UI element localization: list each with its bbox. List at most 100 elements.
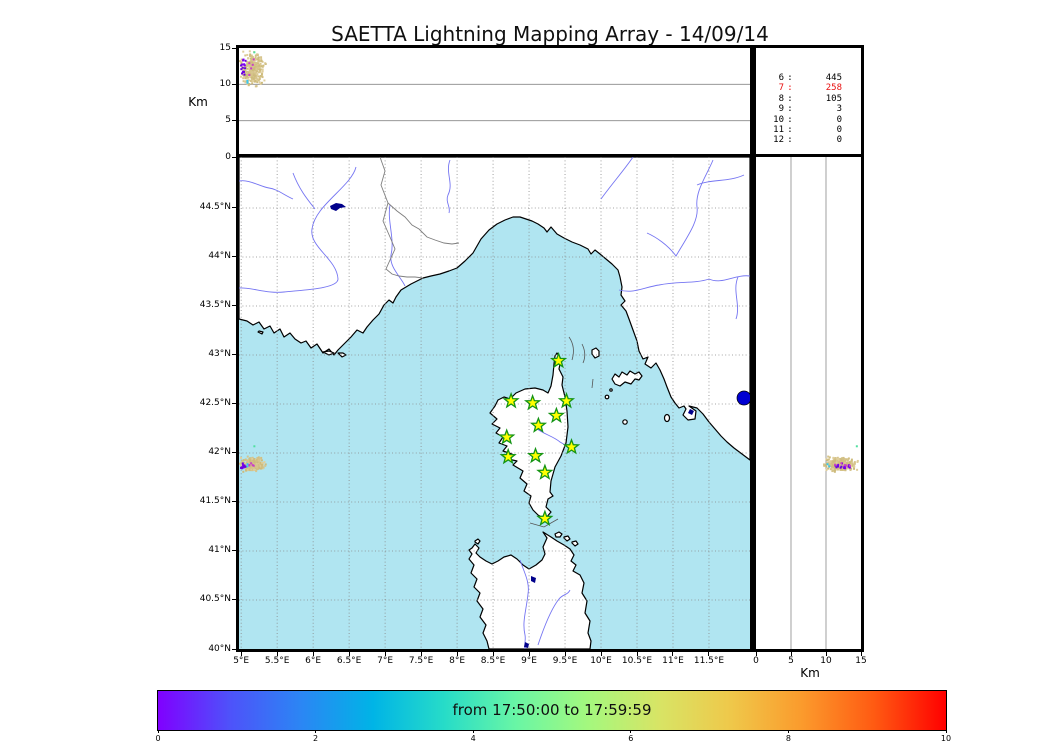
map-x-tick-mark xyxy=(384,652,386,656)
lightning-source-point xyxy=(837,465,840,468)
lightning-source-point xyxy=(254,56,257,59)
lightning-source-point xyxy=(256,53,259,56)
altitude-longitude-panel xyxy=(236,45,753,160)
lightning-source-point xyxy=(239,462,241,465)
station-star-icon xyxy=(557,391,576,409)
lightning-source-point xyxy=(828,464,831,467)
colorbar-tick-label: 2 xyxy=(313,734,319,743)
lightning-source-point xyxy=(839,457,841,460)
map-y-tick-mark xyxy=(232,648,236,650)
lightning-source-point xyxy=(254,85,257,88)
right-alt-tick-label: 0 xyxy=(753,656,759,666)
lightning-source-point xyxy=(245,459,248,462)
lightning-source-point xyxy=(246,81,249,84)
map-x-tick-mark xyxy=(528,652,530,656)
river-serchio-branch xyxy=(696,174,745,186)
map-y-tick-label: 40.5°N xyxy=(199,594,231,605)
map-y-tick-mark xyxy=(232,256,236,258)
map-y-tick-mark xyxy=(232,207,236,209)
map-x-tick-label: 11°E xyxy=(662,656,684,666)
lightning-source-point xyxy=(837,466,840,469)
lightning-source-point xyxy=(829,463,832,466)
lightning-source-point xyxy=(836,456,839,459)
lightning-source-point xyxy=(256,461,259,464)
lightning-source-point xyxy=(260,59,263,62)
map-plot xyxy=(239,157,750,649)
lightning-source-point xyxy=(255,73,258,76)
lightning-source-point xyxy=(845,458,848,461)
right-alt-tick-mark xyxy=(825,652,827,656)
map-y-tick-mark xyxy=(232,550,236,552)
lightning-source-point xyxy=(250,72,253,75)
lightning-source-point xyxy=(244,69,247,72)
lightning-source-point xyxy=(254,72,257,75)
lightning-source-point xyxy=(258,81,261,84)
map-y-tick-mark xyxy=(232,501,236,503)
lightning-source-point xyxy=(248,464,251,467)
lightning-source-point xyxy=(853,467,856,470)
station-star-icon xyxy=(523,393,542,411)
lightning-source-point xyxy=(254,77,257,80)
source-count-row: 8: 105 xyxy=(756,94,861,104)
lightning-source-point xyxy=(261,467,264,470)
map-x-tick-mark xyxy=(672,652,674,656)
station-star-icon xyxy=(526,446,545,464)
source-count-value: 0 xyxy=(836,135,842,146)
lightning-source-point xyxy=(262,64,265,67)
lightning-source-point xyxy=(254,464,257,467)
lightning-source-point xyxy=(834,459,837,462)
lightning-source-point xyxy=(828,456,831,459)
lightning-source-point xyxy=(240,75,243,78)
lightning-source-point xyxy=(827,467,830,470)
river-golo-corsica xyxy=(535,427,568,447)
lightning-source-point xyxy=(252,467,255,470)
lightning-source-point xyxy=(834,463,837,466)
lightning-source-point xyxy=(255,458,258,461)
coast-mainland-france-italy xyxy=(239,157,750,461)
lightning-source-point xyxy=(245,64,248,67)
lightning-source-point xyxy=(250,75,253,78)
lightning-source-point xyxy=(251,57,254,60)
lightning-source-point xyxy=(843,465,846,468)
lightning-source-point xyxy=(246,73,249,76)
lightning-source-point xyxy=(836,468,839,471)
lightning-source-point xyxy=(254,66,257,69)
source-count-value: 0 xyxy=(836,125,842,136)
colorbar-tick-mark xyxy=(315,730,317,733)
lightning-source-point xyxy=(248,467,251,470)
lightning-source-point xyxy=(848,466,851,469)
lightning-source-point xyxy=(835,461,838,464)
island-capraia xyxy=(591,347,600,359)
lightning-source-point xyxy=(247,67,250,70)
lightning-source-point xyxy=(835,466,838,469)
lightning-source-point xyxy=(245,60,248,63)
lightning-source-point xyxy=(242,80,245,83)
lightning-source-point xyxy=(260,81,263,84)
lightning-source-point xyxy=(846,463,849,466)
source-count-row: 12: 0 xyxy=(756,135,861,145)
lightning-source-point xyxy=(832,461,835,464)
lightning-source-point xyxy=(837,457,840,460)
lightning-source-point xyxy=(849,463,852,466)
lightning-source-point xyxy=(823,463,826,466)
lightning-source-point xyxy=(243,64,246,67)
map-x-tick-label: 6°E xyxy=(305,656,322,666)
lightning-source-point xyxy=(832,465,835,468)
lightning-source-point xyxy=(245,461,248,464)
lightning-source-point xyxy=(832,468,835,471)
map-y-tick-label: 41°N xyxy=(208,545,231,556)
lightning-source-point xyxy=(826,459,829,462)
lightning-source-point xyxy=(839,466,842,469)
lightning-source-point xyxy=(259,57,262,60)
lightning-source-point xyxy=(248,63,251,66)
source-count-separator: : xyxy=(787,83,793,94)
source-count-separator: : xyxy=(787,73,793,83)
lightning-source-point xyxy=(252,74,255,77)
colorbar-tick-label: 10 xyxy=(940,734,952,743)
lightning-source-point xyxy=(260,73,263,76)
colorbar-tick-label: 4 xyxy=(470,734,476,743)
map-x-tick-label: 9.5°E xyxy=(552,656,578,666)
lightning-source-point xyxy=(255,80,258,83)
source-count-row: 6: 445 xyxy=(756,73,861,83)
lightning-source-point xyxy=(856,459,859,462)
